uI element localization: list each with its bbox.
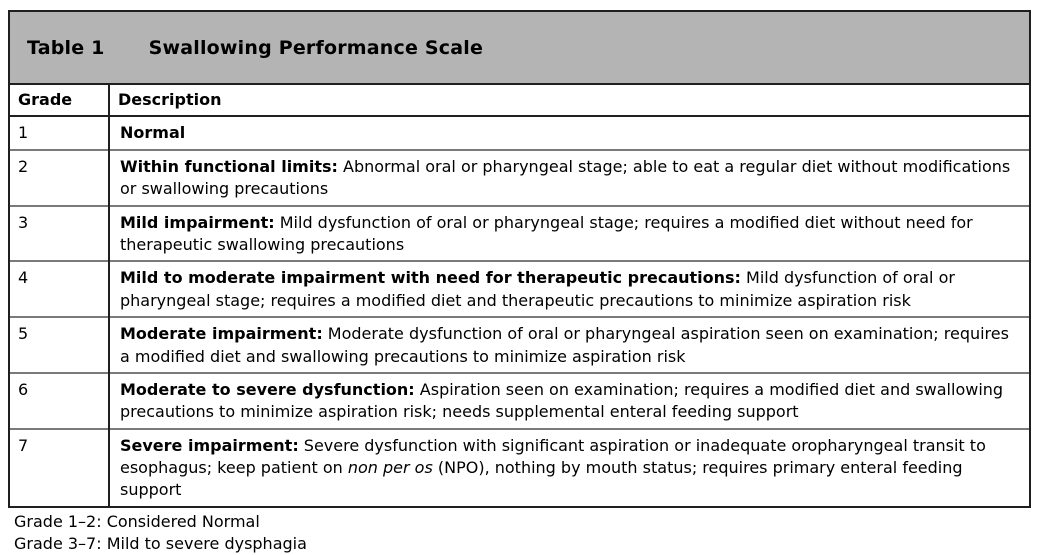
table-row: 7 Severe impairment: Severe dysfunction … <box>10 427 1029 506</box>
description-term: Mild impairment: <box>120 212 275 232</box>
header-row: Grade Description <box>10 85 1029 118</box>
grade-cell: 6 <box>10 371 110 429</box>
table-row: 1 Normal <box>10 116 1029 150</box>
grade-cell: 7 <box>10 427 110 506</box>
footnote-grade-3-7: Grade 3–7: Mild to severe dysphagia <box>14 533 307 553</box>
description-text: Mild dysfunction of oral or pharyngeal s… <box>120 268 955 310</box>
description-term: Moderate impairment: <box>120 324 323 344</box>
table-1-container: Table 1 Swallowing Performance Scale Gra… <box>8 10 1031 508</box>
table-title-bar: Table 1 Swallowing Performance Scale <box>10 12 1029 85</box>
description-cell: Mild impairment: Mild dysfunction of ora… <box>109 204 1029 262</box>
description-term: Normal <box>120 123 186 143</box>
description-cell: Mild to moderate impairment with need fo… <box>109 260 1029 318</box>
table-label: Table 1 <box>27 36 105 59</box>
description-term: Mild to moderate impairment with need fo… <box>120 268 741 288</box>
description-cell: Moderate impairment: Moderate dysfunctio… <box>109 316 1029 373</box>
column-header-grade: Grade <box>10 85 110 118</box>
table-header: Grade Description <box>10 85 1029 118</box>
description-text: Aspiration seen on examination; requires… <box>120 379 1004 422</box>
description-term: Within functional limits: <box>120 156 338 176</box>
description-cell: Moderate to severe dysfunction: Aspirati… <box>109 371 1029 429</box>
table-body: 1 Normal 2 Within functional limits: Abn… <box>10 116 1029 506</box>
description-cell: Normal <box>109 116 1029 149</box>
footnote-grade-1-2: Grade 1–2: Considered Normal <box>14 511 260 531</box>
table-row: 3 Mild impairment: Mild dysfunction of o… <box>10 204 1029 262</box>
grade-cell: 5 <box>10 316 110 373</box>
table-row: 6 Moderate to severe dysfunction: Aspira… <box>10 371 1029 429</box>
grade-cell: 4 <box>10 260 110 318</box>
grade-cell: 3 <box>10 204 110 262</box>
table-title: Swallowing Performance Scale <box>148 36 484 59</box>
swallowing-performance-scale-table: Grade Description 1 Normal 2 Within func… <box>10 85 1029 506</box>
description-cell: Severe impairment: Severe dysfunction wi… <box>109 427 1029 506</box>
grade-cell: 1 <box>10 116 110 150</box>
table-row: 4 Mild to moderate impairment with need … <box>10 260 1029 318</box>
description-text: Moderate dysfunction of oral or pharynge… <box>120 324 1009 366</box>
table-row: 2 Within functional limits: Abnormal ora… <box>10 148 1029 206</box>
table-row: 5 Moderate impairment: Moderate dysfunct… <box>10 316 1029 373</box>
description-text: Severe dysfunction with significant aspi… <box>120 435 986 500</box>
description-text: Mild dysfunction of oral or pharyngeal s… <box>120 212 973 254</box>
grade-cell: 2 <box>10 148 110 206</box>
description-term: Moderate to severe dysfunction: <box>120 379 415 399</box>
description-text: Abnormal oral or pharyngeal stage; able … <box>120 156 1011 199</box>
latin-phrase-italic: non per os <box>347 458 433 478</box>
column-header-description: Description <box>109 85 1029 118</box>
description-term: Severe impairment: <box>120 435 299 455</box>
footnotes: Grade 1–2: Considered Normal Grade 3–7: … <box>8 508 1031 555</box>
description-cell: Within functional limits: Abnormal oral … <box>109 148 1029 206</box>
